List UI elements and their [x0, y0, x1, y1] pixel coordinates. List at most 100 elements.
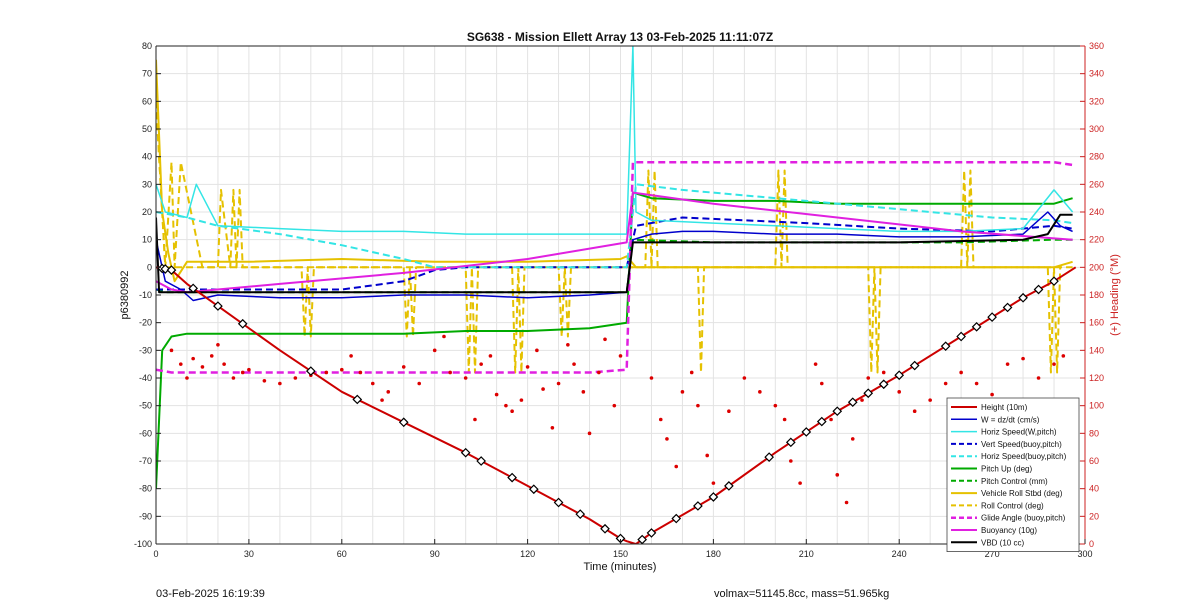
y-tick-right-label: 180 — [1089, 290, 1104, 300]
scatter-point — [829, 417, 833, 422]
height-marker — [693, 501, 703, 511]
scatter-point — [432, 348, 437, 353]
height-marker — [637, 534, 648, 545]
height-marker — [1018, 292, 1028, 303]
scatter-point — [216, 343, 220, 347]
scatter-point — [696, 403, 700, 408]
y-tick-right-label: 300 — [1089, 124, 1104, 134]
x-tick-label: 240 — [892, 549, 907, 559]
height-marker — [940, 341, 951, 352]
scatter-point — [324, 370, 329, 375]
scatter-point — [519, 398, 524, 402]
legend-label: Glide Angle (buoy,pitch) — [981, 514, 1066, 523]
scatter-point — [866, 376, 871, 380]
scatter-point — [510, 409, 514, 414]
legend-label: W = dz/dt (cm/s) — [981, 415, 1040, 424]
scatter-point — [504, 403, 508, 408]
scatter-point — [572, 362, 576, 366]
scatter-point — [974, 381, 979, 386]
scatter-point — [1036, 376, 1041, 380]
height-marker — [166, 265, 177, 275]
scatter-point — [665, 437, 669, 441]
scatter-point — [169, 348, 174, 353]
scatter-point — [881, 370, 886, 375]
height-marker — [1033, 284, 1044, 295]
legend-label: Roll Control (deg) — [981, 501, 1044, 510]
scatter-point — [711, 481, 716, 485]
legend-label: Pitch Up (deg) — [981, 465, 1032, 474]
y-tick-left-label: -40 — [139, 373, 152, 383]
y-tick-right-label: 40 — [1089, 484, 1099, 494]
series-line-2 — [156, 46, 1074, 235]
scatter-point — [200, 365, 205, 369]
footer-volmax-mass: volmax=51145.8cc, mass=51.965kg — [714, 588, 890, 600]
grid — [155, 45, 1086, 545]
y-tick-left-label: -80 — [139, 484, 152, 494]
scatter-point — [240, 370, 245, 375]
y-tick-left-label: 20 — [142, 207, 152, 217]
chart-title: SG638 - Mission Ellett Array 13 03-Feb-2… — [467, 30, 773, 44]
height-marker — [646, 528, 657, 538]
scatter-point — [680, 390, 685, 394]
scatter-point — [448, 370, 452, 375]
height-marker — [615, 533, 626, 544]
height-marker — [398, 417, 409, 428]
height-marker — [847, 397, 858, 408]
legend-label: Horiz Speed(W,pitch) — [981, 428, 1057, 437]
height-marker — [476, 456, 486, 466]
x-tick-label: 0 — [153, 549, 158, 559]
scatter-point — [293, 376, 298, 380]
legend-box — [946, 397, 1080, 553]
scatter-point — [494, 392, 499, 397]
x-tick-label: 90 — [430, 549, 440, 559]
scatter-point — [525, 365, 530, 369]
scatter-point — [247, 367, 251, 372]
legend-label: Buoyancy (10g) — [981, 526, 1037, 535]
scatter-point — [535, 348, 539, 353]
scatter-point — [1061, 354, 1066, 358]
height-marker — [507, 472, 517, 483]
series-line-5 — [156, 191, 1073, 489]
height-marker — [305, 366, 316, 376]
scatter-point — [727, 409, 731, 414]
scatter-point — [674, 464, 679, 469]
marker-layer — [157, 263, 1059, 545]
legend-label: VBD (10 cc) — [981, 538, 1024, 547]
y-tick-right-label: 60 — [1089, 456, 1099, 466]
legend-label: Pitch Control (mm) — [981, 477, 1048, 486]
scatter-point — [473, 417, 477, 422]
scatter-point — [789, 459, 793, 463]
scatter-point — [231, 376, 236, 380]
height-marker — [600, 523, 610, 534]
scatter-point — [278, 381, 282, 386]
y-tick-left-label: 10 — [142, 235, 152, 245]
y-tick-left-label: 80 — [142, 41, 152, 51]
y-tick-right-label: 120 — [1089, 373, 1104, 383]
y-tick-left-label: -90 — [139, 511, 152, 521]
scatter-point — [358, 370, 363, 375]
scatter-point — [401, 365, 406, 369]
y-tick-right-label: 360 — [1089, 41, 1104, 51]
scatter-point — [705, 453, 710, 458]
height-marker — [575, 509, 586, 519]
height-marker — [188, 283, 199, 294]
scatter-point — [1021, 356, 1025, 361]
height-marker — [553, 497, 564, 508]
scatter-point — [813, 362, 818, 366]
scatter-point — [835, 473, 840, 477]
y-tick-left-label: -60 — [139, 428, 152, 438]
legend: Height (10m) W = dz/dt (cm/s) Horiz Speed(… — [946, 397, 1080, 553]
scatter-point — [442, 334, 446, 339]
series-line-7 — [156, 59, 1073, 283]
height-marker — [801, 427, 812, 437]
scatter-layer — [169, 334, 1066, 505]
scatter-point — [380, 398, 384, 402]
series-line-11 — [156, 213, 1073, 294]
y-tick-right-label: 280 — [1089, 152, 1104, 162]
height-marker — [708, 492, 719, 502]
height-marker — [352, 394, 363, 405]
y-tick-right-label: 140 — [1089, 345, 1104, 355]
series-line-9 — [156, 160, 1073, 374]
scatter-point — [349, 354, 353, 358]
